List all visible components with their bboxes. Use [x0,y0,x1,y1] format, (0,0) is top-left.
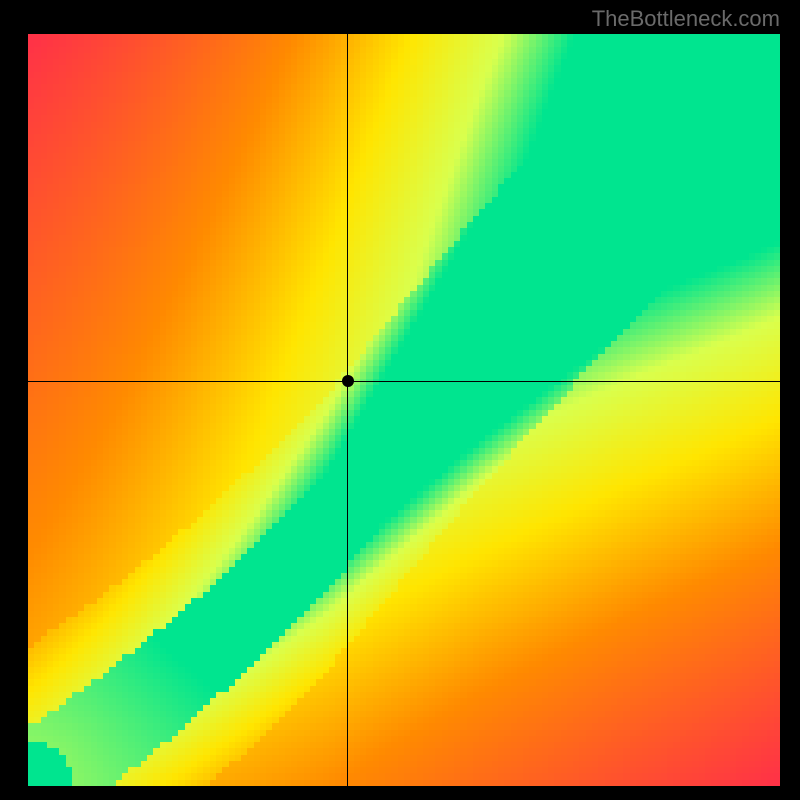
marker-dot [342,375,354,387]
watermark-text: TheBottleneck.com [592,6,780,32]
heatmap-canvas [28,34,780,786]
plot-frame [28,34,780,786]
crosshair-horizontal [28,381,780,382]
crosshair-vertical [347,34,348,786]
chart-container: TheBottleneck.com [0,0,800,800]
